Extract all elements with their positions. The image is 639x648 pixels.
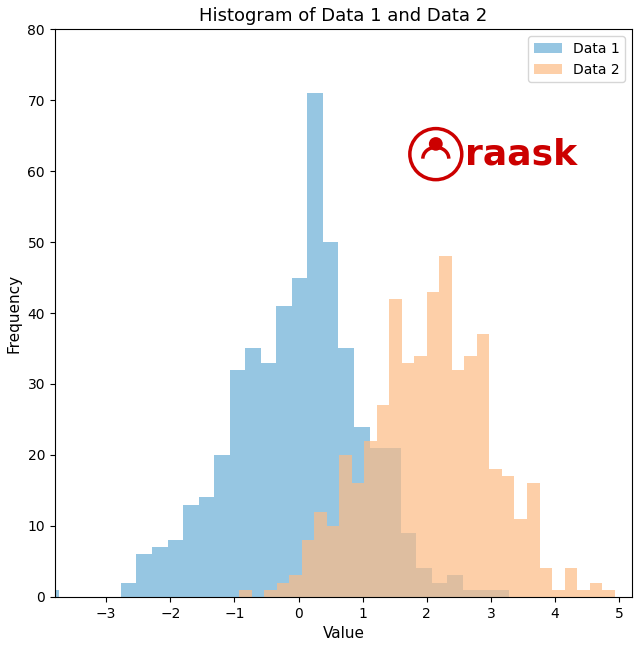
Bar <box>590 583 602 597</box>
Bar <box>415 356 427 597</box>
Bar <box>416 568 432 597</box>
Bar <box>240 590 252 597</box>
Bar <box>245 349 261 597</box>
Title: Histogram of Data 1 and Data 2: Histogram of Data 1 and Data 2 <box>199 7 488 25</box>
Bar <box>602 590 615 597</box>
Bar <box>389 299 402 597</box>
Bar <box>327 526 339 597</box>
Bar <box>121 583 136 597</box>
Bar <box>479 590 494 597</box>
Bar <box>447 575 463 597</box>
Bar <box>577 590 590 597</box>
Bar <box>440 256 452 597</box>
Bar <box>427 292 440 597</box>
X-axis label: Value: Value <box>323 626 364 641</box>
Bar <box>514 519 527 597</box>
Bar <box>339 349 354 597</box>
Bar <box>43 590 59 597</box>
Bar <box>477 334 489 597</box>
Bar <box>302 540 314 597</box>
Y-axis label: Frequency: Frequency <box>7 273 22 353</box>
Bar <box>323 242 339 597</box>
Bar <box>229 370 245 597</box>
Bar <box>152 547 167 597</box>
Bar <box>183 505 199 597</box>
Bar <box>465 356 477 597</box>
Bar <box>494 590 509 597</box>
Bar <box>199 498 214 597</box>
Bar <box>314 512 327 597</box>
Text: raask: raask <box>465 137 577 171</box>
Bar <box>352 483 364 597</box>
Bar <box>432 583 447 597</box>
Bar <box>385 448 401 597</box>
Circle shape <box>429 137 443 151</box>
Bar <box>277 583 289 597</box>
Bar <box>527 483 539 597</box>
Bar <box>261 363 276 597</box>
Bar <box>364 441 377 597</box>
Bar <box>402 363 415 597</box>
Bar <box>564 568 577 597</box>
Bar <box>136 554 152 597</box>
Legend: Data 1, Data 2: Data 1, Data 2 <box>528 36 625 82</box>
Bar <box>307 93 323 597</box>
Bar <box>265 590 277 597</box>
Bar <box>339 455 352 597</box>
Bar <box>289 575 302 597</box>
Bar <box>214 455 229 597</box>
Bar <box>401 533 416 597</box>
Bar <box>489 469 502 597</box>
Bar <box>463 590 479 597</box>
Bar <box>292 277 307 597</box>
Bar <box>452 370 465 597</box>
Bar <box>552 590 564 597</box>
Bar <box>276 306 292 597</box>
Bar <box>167 540 183 597</box>
Bar <box>377 405 389 597</box>
Bar <box>502 476 514 597</box>
Bar <box>539 568 552 597</box>
Bar <box>354 426 369 597</box>
Bar <box>369 448 385 597</box>
